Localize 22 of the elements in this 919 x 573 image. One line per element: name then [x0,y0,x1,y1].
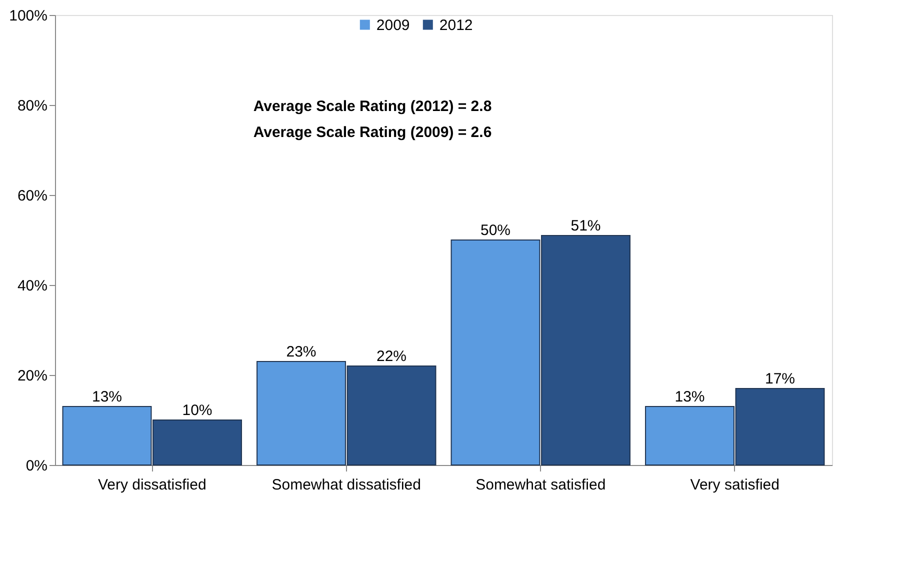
y-tick-label: 100% [9,8,48,24]
legend-label: 2012 [439,16,473,34]
data-label: 23% [286,344,316,360]
legend-label: 2009 [376,16,410,34]
data-label: 10% [182,402,212,419]
x-tick-label: Very satisfied [690,476,780,494]
data-label: 13% [92,388,122,406]
x-tick-label: Very dissatisfied [98,476,206,494]
y-tick-label: 60% [17,188,48,204]
data-label: 50% [480,222,511,239]
data-label: 17% [764,370,796,388]
data-label: 51% [570,218,601,234]
x-tick-label: Somewhat dissatisfied [272,476,421,494]
data-label: 13% [674,388,705,406]
y-tick-label: 80% [17,98,48,114]
data-label: 22% [376,348,407,365]
y-tick-label: 20% [17,368,48,384]
x-tick-label: Somewhat satisfied [476,476,606,494]
annotation: Average Scale Rating (2009) = 2.6 [253,124,492,141]
annotation: Average Scale Rating (2012) = 2.8 [253,98,492,115]
y-tick-label: 0% [26,458,48,474]
y-tick-label: 40% [17,278,48,294]
